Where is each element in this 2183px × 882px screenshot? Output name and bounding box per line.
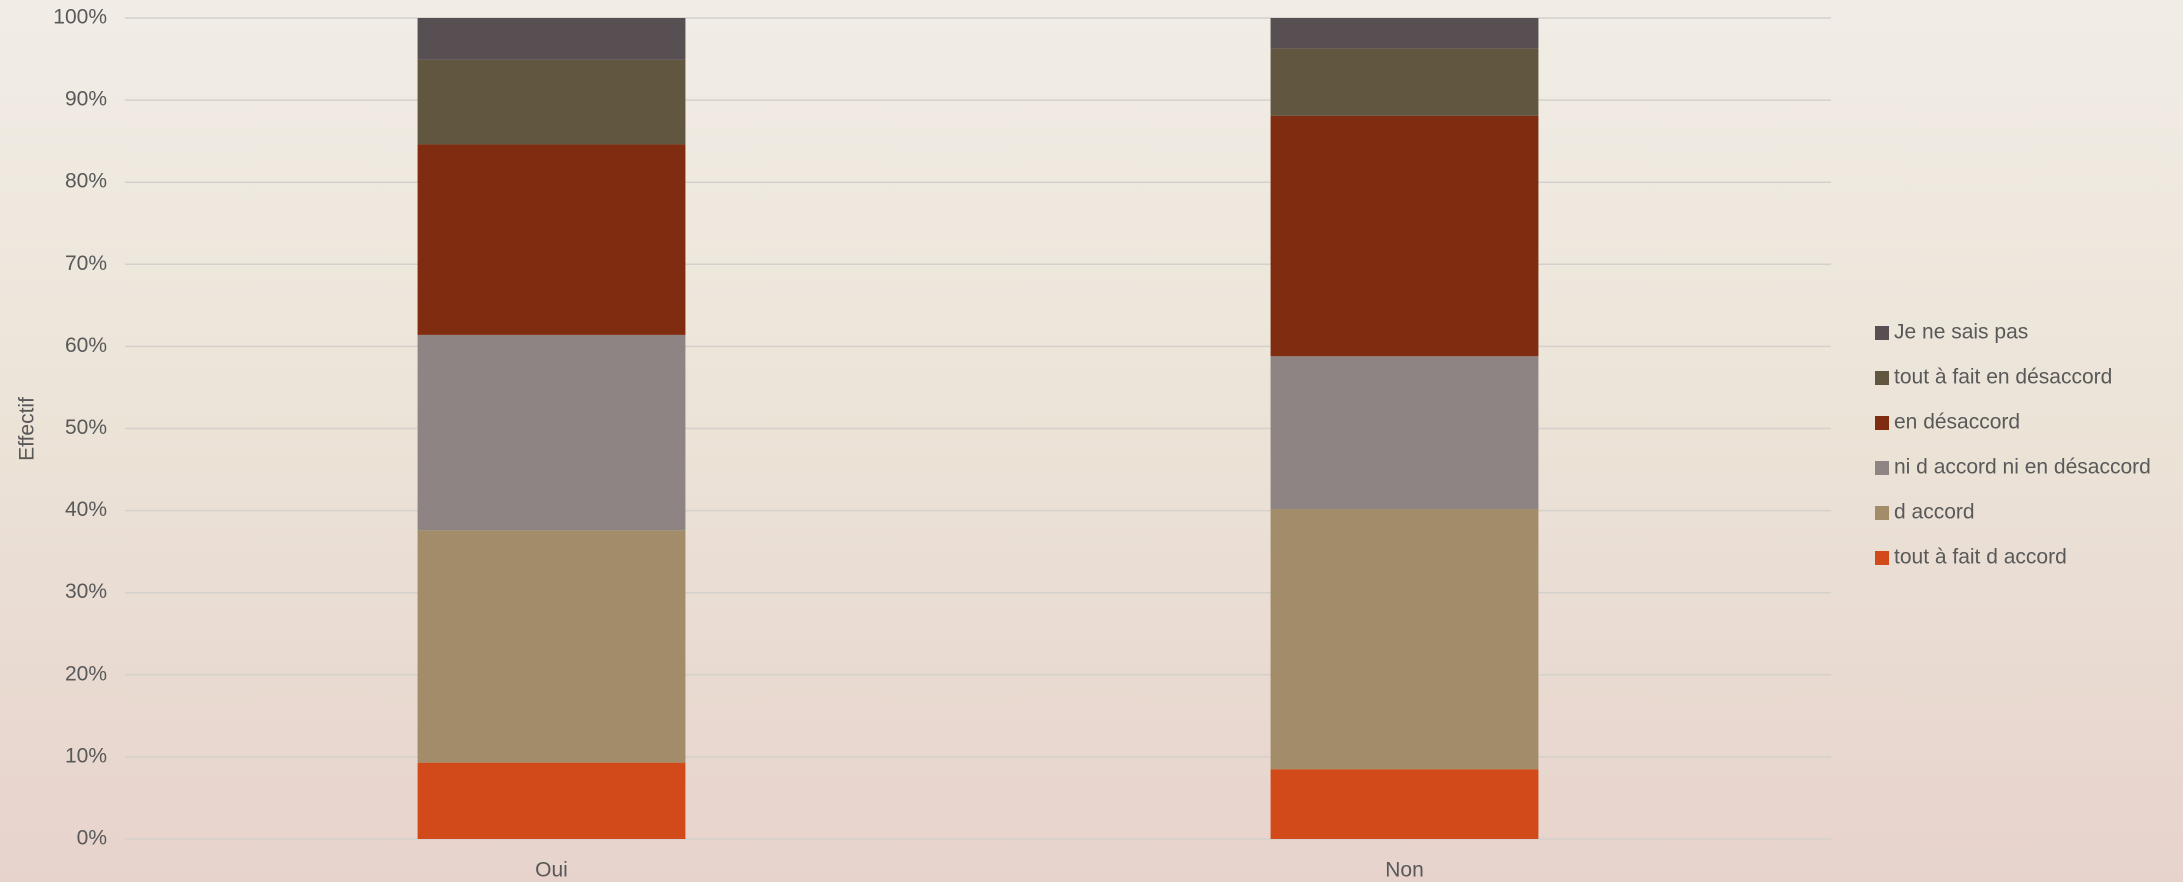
legend-label: Je ne sais pas [1894,321,2028,344]
bar-segment [417,762,686,839]
legend-label: tout à fait d accord [1894,546,2067,569]
bar-segment [1270,115,1539,357]
y-tick-label: 40% [65,498,107,521]
y-tick-label: 10% [65,744,107,767]
bar-segment [1270,508,1539,770]
legend-label: d accord [1894,501,1975,524]
y-tick-label: 20% [65,662,107,685]
y-tick-label: 0% [77,827,107,850]
y-tick-label: 60% [65,334,107,357]
legend-label: en désaccord [1894,411,2020,434]
bar-segment [417,530,686,763]
y-tick-label: 100% [53,6,107,29]
legend-swatch [1875,551,1889,565]
legend-swatch [1875,506,1889,520]
bar-segment [1270,356,1539,509]
y-tick-label: 70% [65,252,107,275]
legend-swatch [1875,326,1889,340]
bar-segment [1270,18,1539,49]
y-axis-title: Effectif [16,397,39,461]
y-tick-label: 90% [65,88,107,111]
bar-segment [1270,48,1539,116]
bar-segment [417,59,686,145]
x-tick-label: Non [1385,859,1424,882]
legend-label: tout à fait en désaccord [1894,366,2112,389]
bar-segment [417,18,686,60]
y-tick-label: 80% [65,170,107,193]
legend-swatch [1875,461,1889,475]
legend-swatch [1875,416,1889,430]
y-tick-label: 50% [65,416,107,439]
legend-label: ni d accord ni en désaccord [1894,456,2151,479]
x-tick-label: Oui [535,859,568,882]
bar-segment [417,144,686,335]
bar-segment [417,334,686,531]
y-tick-label: 30% [65,580,107,603]
bar-segment [1270,769,1539,839]
legend-swatch [1875,371,1889,385]
